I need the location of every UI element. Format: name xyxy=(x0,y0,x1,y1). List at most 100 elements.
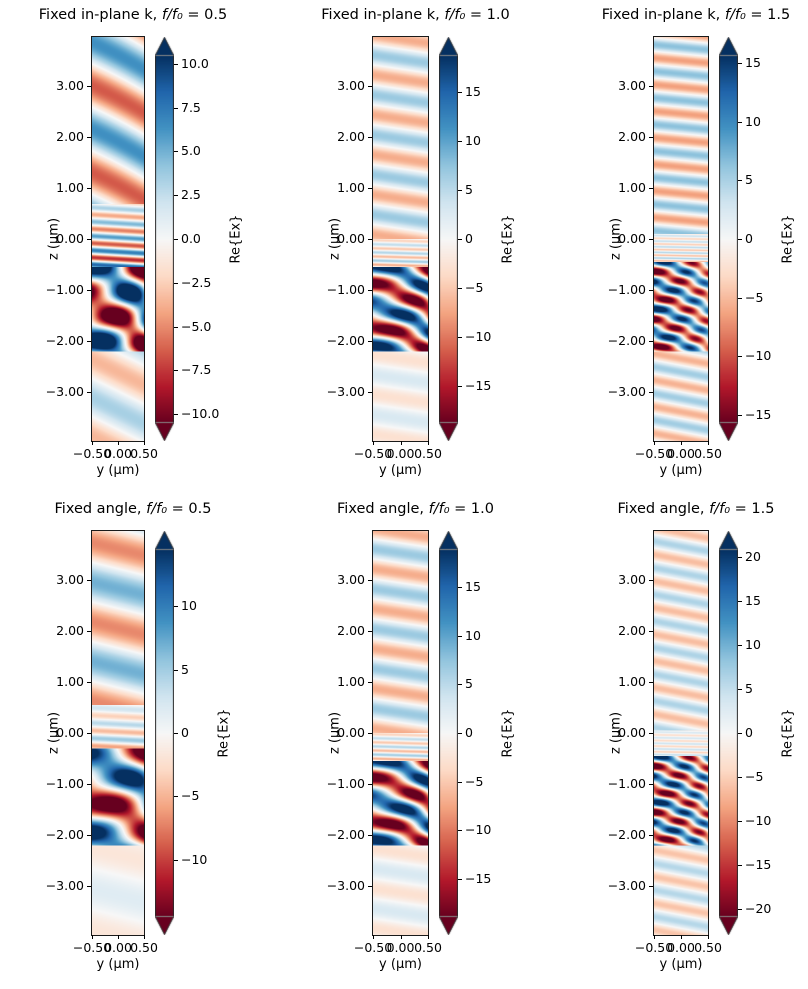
heatmap-canvas xyxy=(654,37,708,441)
colorbar-tick-mark xyxy=(738,777,742,779)
z-tick-mark xyxy=(368,392,372,394)
z-tick-label: 2.00 xyxy=(56,622,84,638)
z-tick-mark xyxy=(649,733,653,734)
z-tick-mark xyxy=(368,886,372,888)
colorbar-tick-mark xyxy=(738,63,742,65)
colorbar xyxy=(155,37,174,441)
plot-area xyxy=(653,530,709,936)
z-tick-label: 3.00 xyxy=(337,571,365,587)
colorbar-canvas xyxy=(719,531,738,935)
y-tick-mark xyxy=(681,935,682,939)
colorbar-tick-label: 2.5 xyxy=(181,187,201,203)
colorbar-tick-mark xyxy=(174,370,178,372)
colorbar-tick-label: 0 xyxy=(745,231,753,246)
colorbar-tick-mark xyxy=(738,733,742,734)
y-tick-label: −0.50 xyxy=(72,446,112,461)
colorbar-tick-mark xyxy=(738,297,742,299)
y-tick-mark xyxy=(428,441,429,445)
z-tick-label: 2.00 xyxy=(337,128,365,144)
plot-title: Fixed angle, f/f₀ = 1.0 xyxy=(303,501,528,517)
z-tick-mark xyxy=(649,784,653,786)
plot-area xyxy=(372,36,429,442)
z-tick-mark xyxy=(87,835,91,837)
colorbar xyxy=(719,37,738,441)
colorbar-tick-label: −2.5 xyxy=(181,274,212,290)
title-prefix: Fixed angle, xyxy=(337,501,429,517)
y-tick-label: −0.50 xyxy=(353,940,393,955)
colorbar-tick-mark xyxy=(174,239,178,240)
z-tick-label: −1.00 xyxy=(45,282,84,298)
colorbar-tick-mark xyxy=(458,239,462,240)
colorbar-tick-mark xyxy=(174,859,178,861)
z-tick-mark xyxy=(368,630,372,632)
plot-area xyxy=(91,530,145,936)
z-tick-mark xyxy=(368,733,372,734)
title-suffix: = 1.5 xyxy=(745,7,791,23)
heatmap-canvas xyxy=(373,37,428,441)
colorbar-canvas xyxy=(719,37,738,441)
colorbar-tick-mark xyxy=(458,385,462,387)
colorbar-label: Re{Ex} xyxy=(216,708,232,758)
y-axis-label: y (μm) xyxy=(659,463,703,478)
title-math: f/f₀ xyxy=(428,501,450,517)
plot-area xyxy=(372,530,429,936)
z-tick-mark xyxy=(368,579,372,581)
colorbar-tick-label: 7.5 xyxy=(181,99,201,115)
colorbar-tick-mark xyxy=(174,151,178,153)
colorbar-tick-label: 15 xyxy=(465,578,481,594)
z-tick-mark xyxy=(87,630,91,632)
title-suffix: = 1.0 xyxy=(465,7,510,23)
colorbar-tick-mark xyxy=(458,190,462,192)
colorbar-tick-mark xyxy=(174,796,178,798)
colorbar-tick-mark xyxy=(458,830,462,832)
z-tick-label: −1.00 xyxy=(326,776,365,792)
z-tick-mark xyxy=(649,630,653,632)
title-prefix: Fixed in-plane k, xyxy=(321,7,445,23)
z-tick-label: −1.00 xyxy=(607,776,646,792)
colorbar-tick-label: −5.0 xyxy=(181,318,212,334)
title-suffix: = 0.5 xyxy=(182,7,228,23)
colorbar-canvas xyxy=(439,37,458,441)
y-axis-label: y (μm) xyxy=(96,957,140,972)
colorbar-tick-mark xyxy=(174,669,178,671)
colorbar-tick-mark xyxy=(174,282,178,284)
z-tick-mark xyxy=(368,681,372,683)
colorbar-tick-mark xyxy=(738,356,742,358)
y-tick-label: 0.00 xyxy=(104,940,132,955)
colorbar-label: Re{Ex} xyxy=(500,708,516,758)
colorbar-tick-mark xyxy=(738,121,742,123)
colorbar-tick-mark xyxy=(738,600,742,602)
y-tick-mark xyxy=(400,935,402,939)
y-tick-mark xyxy=(428,935,429,939)
y-tick-mark xyxy=(681,441,682,445)
colorbar-tick-label: 10 xyxy=(181,598,197,614)
z-tick-label: 1.00 xyxy=(618,179,646,195)
y-tick-label: 0.00 xyxy=(667,940,695,955)
plot-title: Fixed angle, f/f₀ = 1.5 xyxy=(584,501,808,517)
y-tick-label: −0.50 xyxy=(634,446,674,461)
z-tick-mark xyxy=(368,341,372,343)
colorbar-tick-mark xyxy=(458,879,462,881)
title-suffix: = 1.5 xyxy=(730,501,775,517)
title-math: f/f₀ xyxy=(724,7,746,23)
colorbar-tick-label: 0 xyxy=(181,725,189,740)
colorbar-tick-label: 5.0 xyxy=(181,143,201,159)
colorbar-tick-label: −5 xyxy=(745,289,764,305)
z-tick-label: 1.00 xyxy=(56,673,84,689)
colorbar-tick-mark xyxy=(738,239,742,240)
z-tick-mark xyxy=(87,136,91,138)
colorbar-tick-mark xyxy=(174,326,178,328)
colorbar-tick-mark xyxy=(738,865,742,867)
z-tick-label: −3.00 xyxy=(607,384,646,400)
z-tick-label: 0.00 xyxy=(337,725,365,740)
z-tick-label: −2.00 xyxy=(607,333,646,349)
y-tick-label: 0.00 xyxy=(104,446,132,461)
y-tick-mark xyxy=(118,935,119,939)
colorbar-tick-label: 10 xyxy=(745,113,761,129)
y-axis-label: y (μm) xyxy=(659,957,703,972)
z-tick-mark xyxy=(649,239,653,240)
z-tick-label: −3.00 xyxy=(326,384,365,400)
z-tick-label: 1.00 xyxy=(56,179,84,195)
z-tick-mark xyxy=(87,239,91,240)
z-tick-mark xyxy=(368,835,372,837)
